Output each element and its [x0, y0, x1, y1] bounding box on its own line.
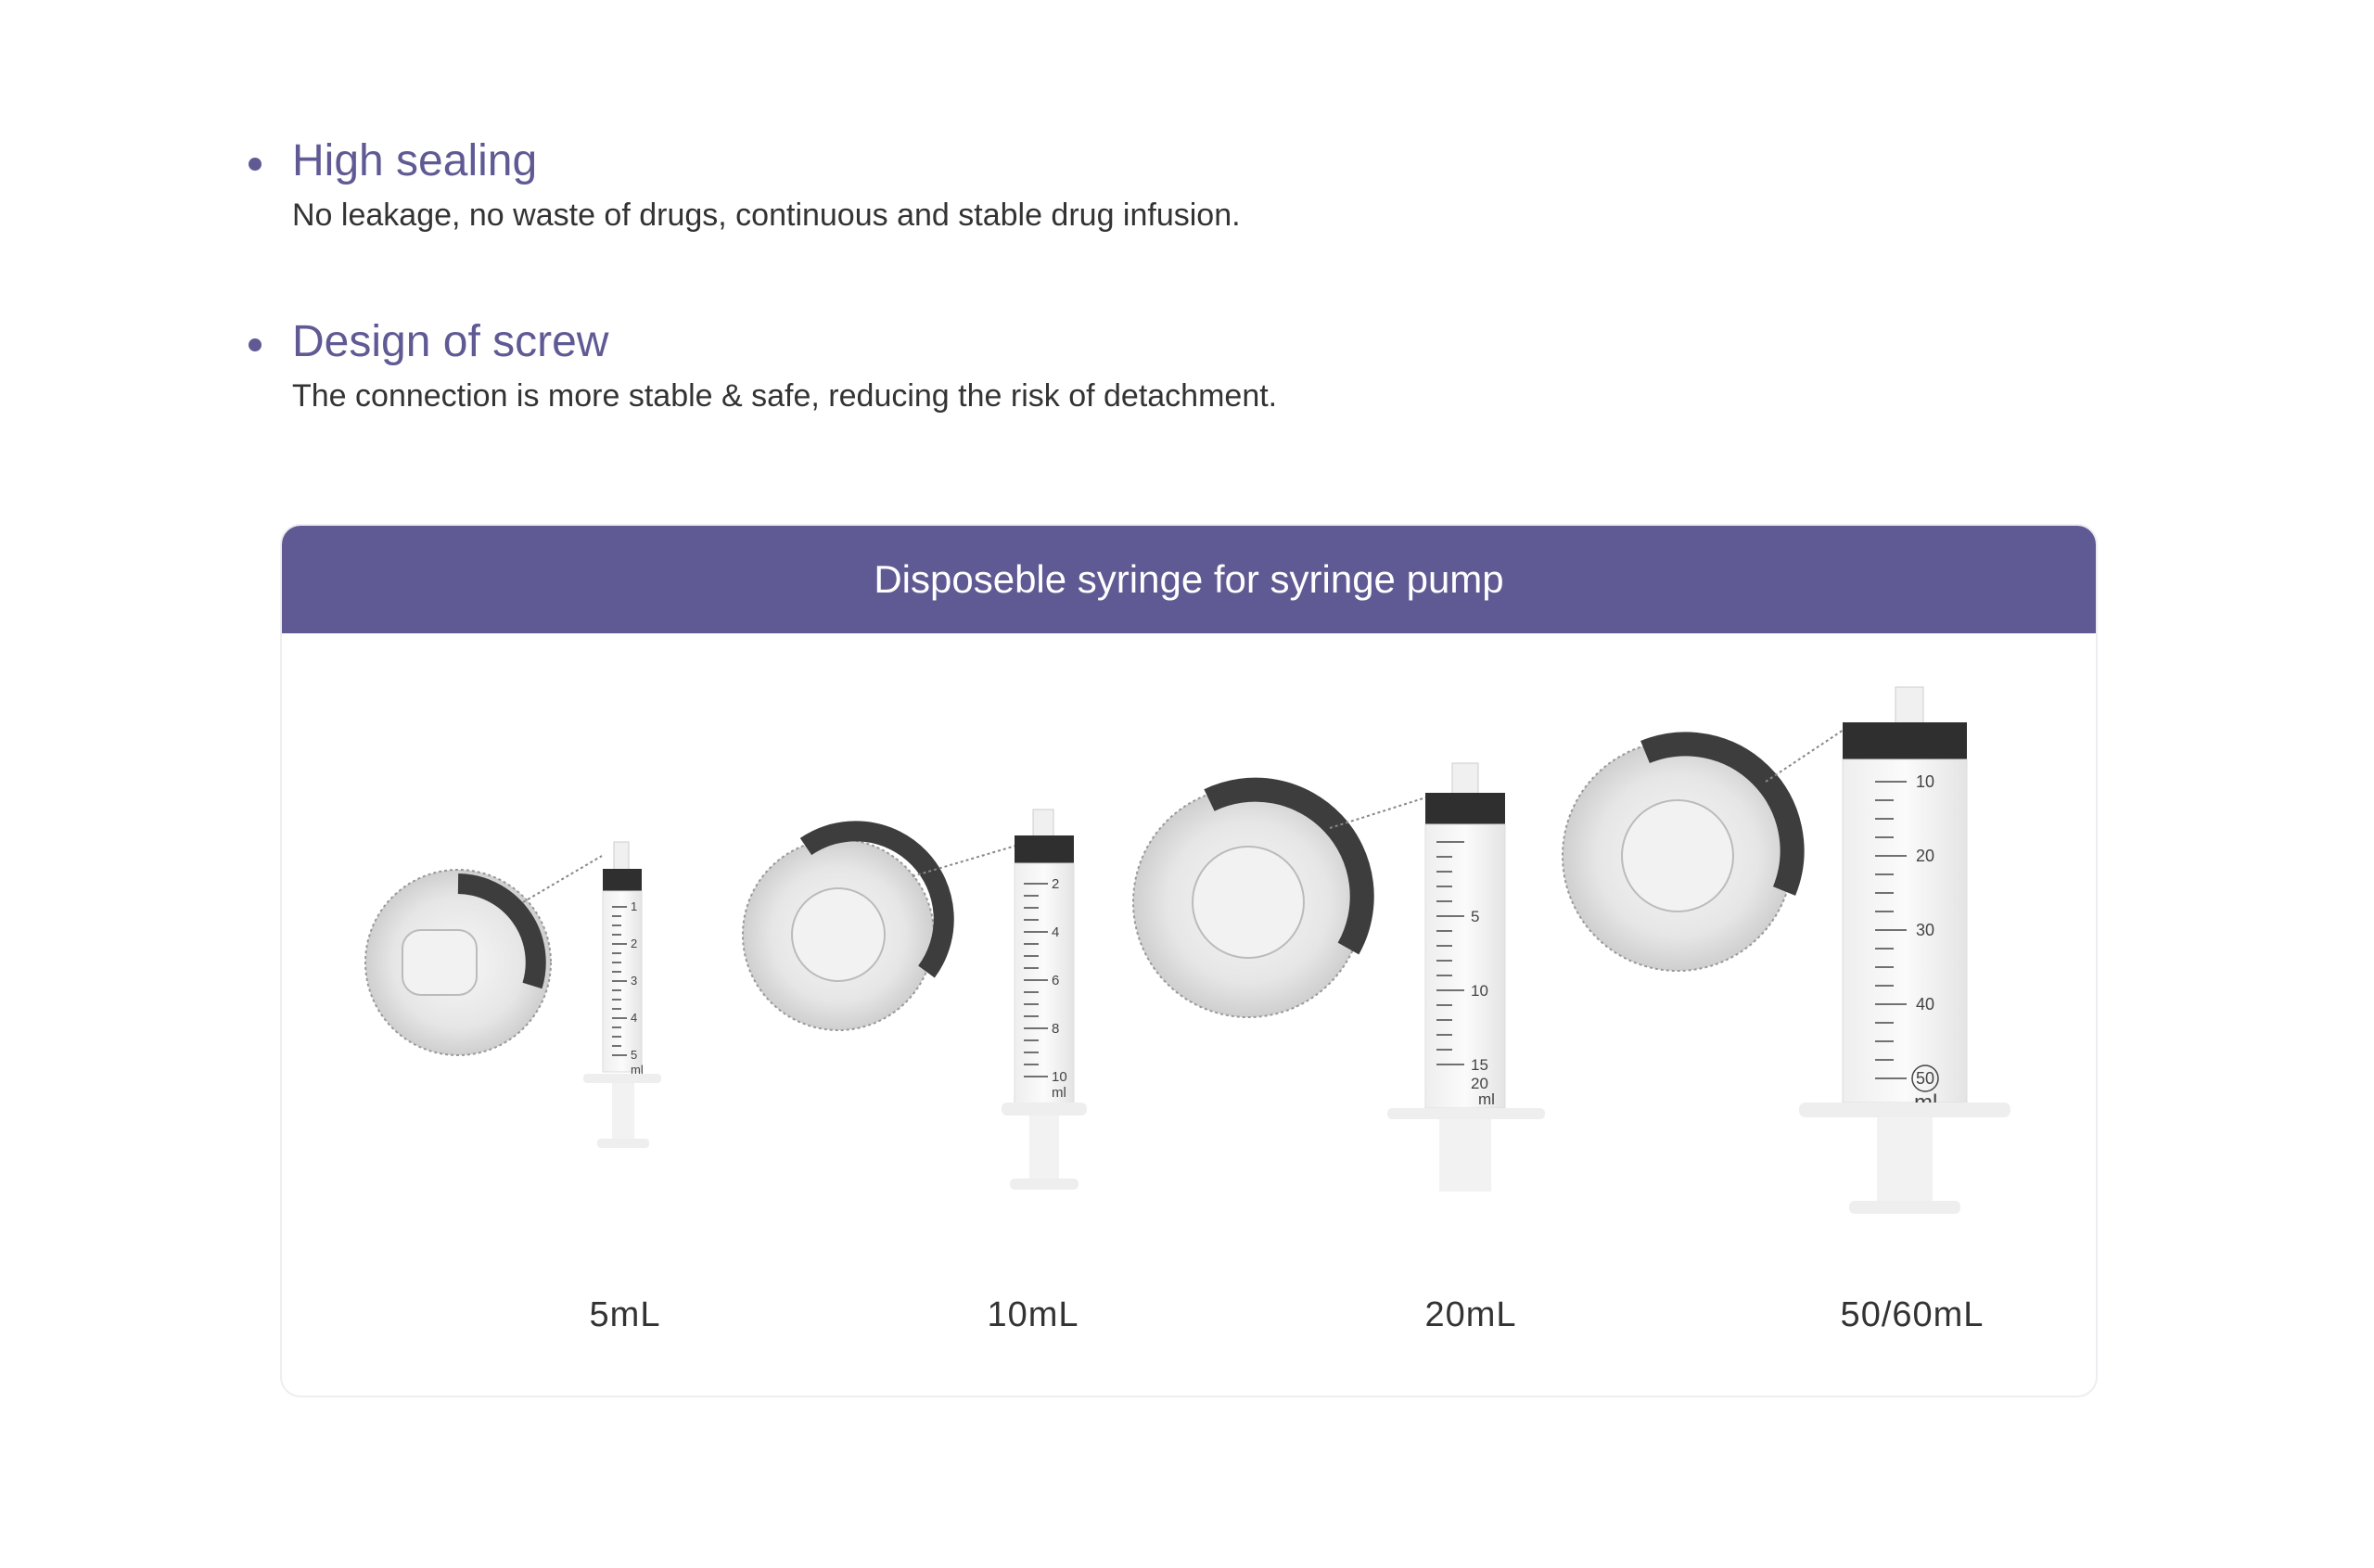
- scale-label: 5: [631, 1048, 637, 1062]
- scale-label: 2: [631, 937, 637, 950]
- scale-label: 5: [1471, 908, 1479, 925]
- scale-label: 20: [1916, 847, 1934, 865]
- bullet-icon: [249, 338, 262, 351]
- size-label-10ml: 10mL: [987, 1295, 1079, 1334]
- unit-label: ml: [1478, 1090, 1495, 1108]
- scale-label: 50: [1916, 1069, 1934, 1088]
- scale-label: 2: [1052, 876, 1059, 892]
- scale-label: 10: [1916, 772, 1934, 791]
- feature-description: The connection is more stable & safe, re…: [292, 378, 1278, 414]
- scale-label: 15: [1471, 1056, 1488, 1074]
- scale-label: 10: [1471, 982, 1488, 1000]
- feature-title: Design of screw: [292, 317, 609, 366]
- syringe-10ml: 2 4 6 8 10 ml: [742, 809, 1087, 1190]
- syringe-20ml: 5 10 15 20 ml: [1132, 762, 1545, 1192]
- scale-label: 1: [631, 899, 637, 913]
- card-title: Disposeble syringe for syringe pump: [282, 526, 2096, 633]
- scale-label: 20: [1471, 1075, 1488, 1092]
- syringe-product-card: Disposeble syringe for syringe pump: [280, 524, 2098, 1397]
- scale-label: 4: [631, 1011, 637, 1025]
- feature-description: No leakage, no waste of drugs, continuou…: [292, 198, 1241, 233]
- unit-label: ml: [1052, 1085, 1066, 1101]
- size-label-50-60ml: 50/60mL: [1840, 1295, 1985, 1334]
- size-label-5ml: 5mL: [589, 1295, 661, 1334]
- scale-label: 40: [1916, 995, 1934, 1013]
- feature-title: High sealing: [292, 136, 538, 185]
- bullet-icon: [249, 158, 262, 171]
- syringe-50-60ml: 10 20 30 40 50 60 ml: [1562, 686, 2010, 1214]
- syringe-illustration: 1 2 3 4 5 ml: [364, 686, 2010, 1214]
- scale-label: 10: [1052, 1069, 1067, 1085]
- unit-label: ml: [631, 1063, 644, 1077]
- scale-label: 6: [1052, 973, 1059, 988]
- scale-label: 8: [1052, 1021, 1059, 1037]
- size-label-20ml: 20mL: [1424, 1295, 1517, 1334]
- syringe-5ml: 1 2 3 4 5 ml: [364, 841, 661, 1148]
- scale-label: 3: [631, 974, 637, 988]
- scale-label: 4: [1052, 924, 1059, 940]
- scale-label: 30: [1916, 921, 1934, 939]
